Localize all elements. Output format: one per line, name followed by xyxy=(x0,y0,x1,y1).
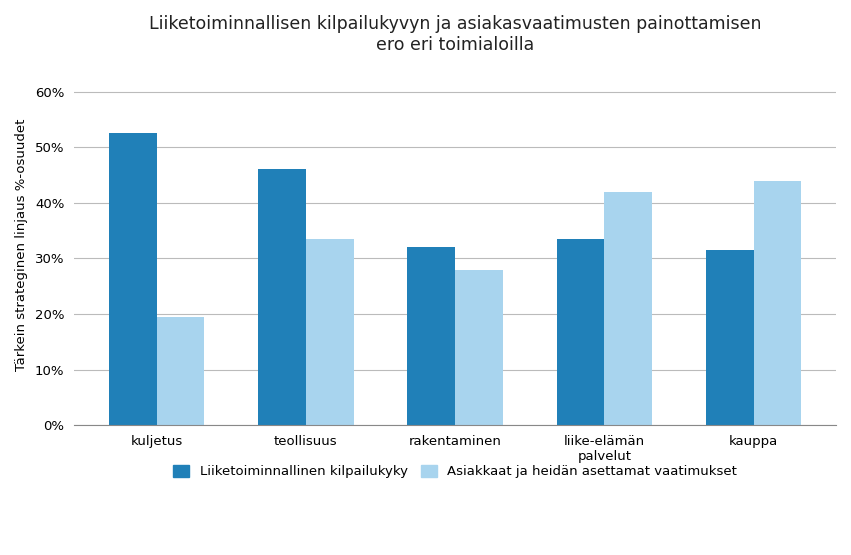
Bar xyxy=(455,270,503,425)
Bar xyxy=(408,248,455,425)
Bar xyxy=(306,239,353,425)
Bar xyxy=(604,191,652,425)
Bar xyxy=(109,133,157,425)
Y-axis label: Tärkein strateginen linjaus %-osuudet: Tärkein strateginen linjaus %-osuudet xyxy=(15,118,28,371)
Legend: Liiketoiminnallinen kilpailukyky, Asiakkaat ja heidän asettamat vaatimukset: Liiketoiminnallinen kilpailukyky, Asiakk… xyxy=(168,460,742,484)
Bar xyxy=(754,180,802,425)
Bar xyxy=(705,250,754,425)
Bar xyxy=(157,317,204,425)
Bar xyxy=(557,239,604,425)
Bar xyxy=(258,169,306,425)
Title: Liiketoiminnallisen kilpailukyvyn ja asiakasvaatimusten painottamisen
ero eri to: Liiketoiminnallisen kilpailukyvyn ja asi… xyxy=(149,15,762,54)
